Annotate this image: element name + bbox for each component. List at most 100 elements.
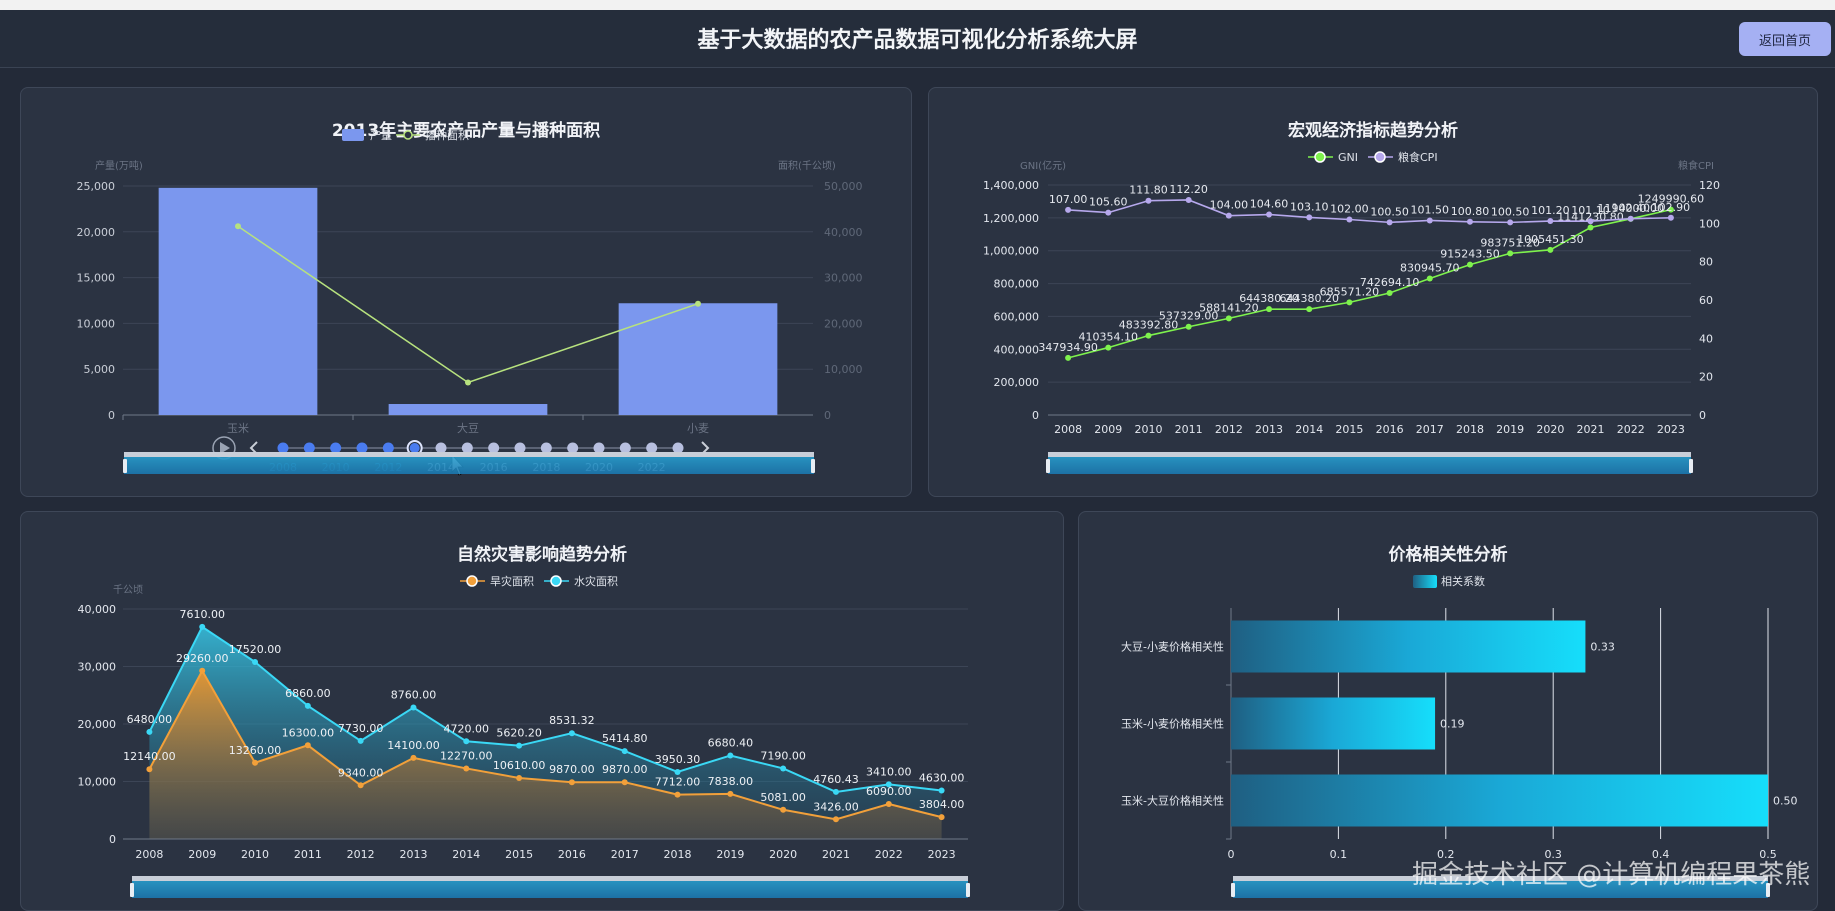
x-tick: 2016 <box>558 848 586 861</box>
y-tick-right: 60 <box>1699 294 1713 307</box>
timeline-dot-2010[interactable] <box>330 442 342 454</box>
data-label-水灾面积: 7610.00 <box>179 608 225 621</box>
datazoom-top-bar <box>1233 876 1768 881</box>
point-粮食CPI-2008 <box>1065 206 1072 213</box>
data-label-粮食CPI: 103.10 <box>1290 200 1329 213</box>
y-tick-left: 15,000 <box>77 272 116 285</box>
point-粮食CPI-2010 <box>1145 197 1152 204</box>
data-label-GNI: 742694.10 <box>1360 276 1420 289</box>
y-axis-title: 千公顷 <box>113 584 143 596</box>
timeline-dot-2022[interactable] <box>646 442 658 454</box>
timeline-dot-2012[interactable] <box>382 442 394 454</box>
panel-macro: 宏观经济指标趋势分析 <box>928 87 1818 497</box>
point-GNI-2019 <box>1507 250 1514 257</box>
bar-production-玉米 <box>158 187 318 415</box>
datazoom-handle-left[interactable] <box>1046 459 1050 473</box>
datazoom-handle-right[interactable] <box>811 459 815 473</box>
bar-corr-大豆-小麦价格相关性 <box>1231 620 1586 673</box>
point-GNI-2015 <box>1346 299 1353 306</box>
y-tick-left: 800,000 <box>994 278 1040 291</box>
data-label-旱灾面积: 14100.00 <box>387 739 440 752</box>
y-axis-title-left: 产量(万吨) <box>95 159 143 172</box>
point-GNI-2021 <box>1587 224 1594 231</box>
bar-corr-玉米-小麦价格相关性 <box>1231 697 1436 750</box>
point-GNI-2016 <box>1386 289 1393 296</box>
point-旱灾面积-2015 <box>516 774 523 781</box>
x-tick: 2018 <box>664 848 692 861</box>
data-label-GNI: 1005451.30 <box>1517 233 1583 246</box>
x-tick: 2014 <box>1295 423 1323 436</box>
y-tick-left: 0 <box>1032 409 1039 422</box>
point-水灾面积-2009 <box>199 623 206 630</box>
timeline-dot-2008[interactable] <box>277 442 289 454</box>
data-label-GNI: 644380.20 <box>1279 292 1339 305</box>
data-label-水灾面积: 3410.00 <box>866 765 912 778</box>
datazoom-handle-left[interactable] <box>130 883 134 897</box>
point-水灾面积-2016 <box>568 730 575 737</box>
timeline-dot-2016[interactable] <box>488 442 500 454</box>
timeline-dot-2009[interactable] <box>303 442 315 454</box>
header-bar <box>0 10 1835 68</box>
play-triangle-icon <box>220 442 230 454</box>
x-tick: 2019 <box>716 848 744 861</box>
timeline-dot-2020[interactable] <box>593 442 605 454</box>
x-tick: 2020 <box>1536 423 1564 436</box>
timeline-current-dot <box>409 443 420 453</box>
data-label-GNI: 347934.90 <box>1038 341 1098 354</box>
x-tick: 2018 <box>1456 423 1484 436</box>
datazoom-slider[interactable] <box>1233 876 1768 898</box>
y-tick-left: 1,000,000 <box>983 245 1039 258</box>
y-tick-left: 1,400,000 <box>983 179 1039 192</box>
datazoom-slider[interactable] <box>124 452 814 474</box>
datazoom-slider[interactable] <box>1048 452 1691 474</box>
timeline-dot-2017[interactable] <box>514 442 526 454</box>
point-旱灾面积-2017 <box>621 779 628 786</box>
data-label-GNI: 983751.20 <box>1480 236 1540 249</box>
legend-marker-drought <box>466 575 478 587</box>
timeline-dot-2021[interactable] <box>619 442 631 454</box>
point-粮食CPI-2013 <box>1266 211 1273 218</box>
y-tick-right: 30,000 <box>824 272 863 285</box>
point-粮食CPI-2023 <box>1667 214 1674 221</box>
legend-label-area: 播种面积 <box>425 128 469 142</box>
point-GNI-2017 <box>1426 275 1433 282</box>
y-tick-left: 1,200,000 <box>983 212 1039 225</box>
timeline-dot-2011[interactable] <box>356 442 368 454</box>
datazoom-handle-left[interactable] <box>123 459 127 473</box>
timeline-dot-2015[interactable] <box>461 442 473 454</box>
datazoom-slider[interactable] <box>132 876 968 898</box>
y-tick-right: 100 <box>1699 217 1720 230</box>
x-tick: 0.2 <box>1437 848 1455 861</box>
legend-marker-flood <box>550 575 562 587</box>
legend-swatch-corr <box>1413 575 1437 588</box>
data-label-粮食CPI: 104.00 <box>1210 199 1249 212</box>
datazoom-handle-left[interactable] <box>1231 883 1235 897</box>
point-GNI-2010 <box>1145 332 1152 339</box>
data-label-水灾面积: 5620.20 <box>496 727 542 740</box>
y-tick: 玉米-小麦价格相关性 <box>1121 717 1224 731</box>
timeline-dot-2014[interactable] <box>435 442 447 454</box>
point-水灾面积-2022 <box>885 781 892 788</box>
data-label-GNI: 644380.20 <box>1239 292 1299 305</box>
datazoom-handle-right[interactable] <box>1689 459 1693 473</box>
data-label-水灾面积: 4760.43 <box>813 773 859 786</box>
data-label-GNI: 410354.10 <box>1079 331 1139 344</box>
timeline-dot-2023[interactable] <box>672 442 684 454</box>
home-button[interactable]: 返回首页 <box>1739 22 1831 56</box>
x-tick: 2017 <box>611 848 639 861</box>
data-label-水灾面积: 5414.80 <box>602 732 648 745</box>
data-label-旱灾面积: 10610.00 <box>493 759 546 772</box>
data-label-水灾面积: 8531.32 <box>549 714 595 727</box>
data-label-粮食CPI: 112.20 <box>1169 183 1208 196</box>
y-tick: 0 <box>109 833 116 846</box>
timeline-dot-2018[interactable] <box>540 442 552 454</box>
point-粮食CPI-2020 <box>1547 218 1554 225</box>
datazoom-top-bar <box>1048 452 1691 457</box>
datazoom-handle-right[interactable] <box>966 883 970 897</box>
timeline-dot-2019[interactable] <box>567 442 579 454</box>
datazoom-handle-right[interactable] <box>1766 883 1770 897</box>
x-tick: 2015 <box>1335 423 1363 436</box>
legend-label-cpi: 粮食CPI <box>1398 150 1438 164</box>
x-tick: 2014 <box>452 848 480 861</box>
